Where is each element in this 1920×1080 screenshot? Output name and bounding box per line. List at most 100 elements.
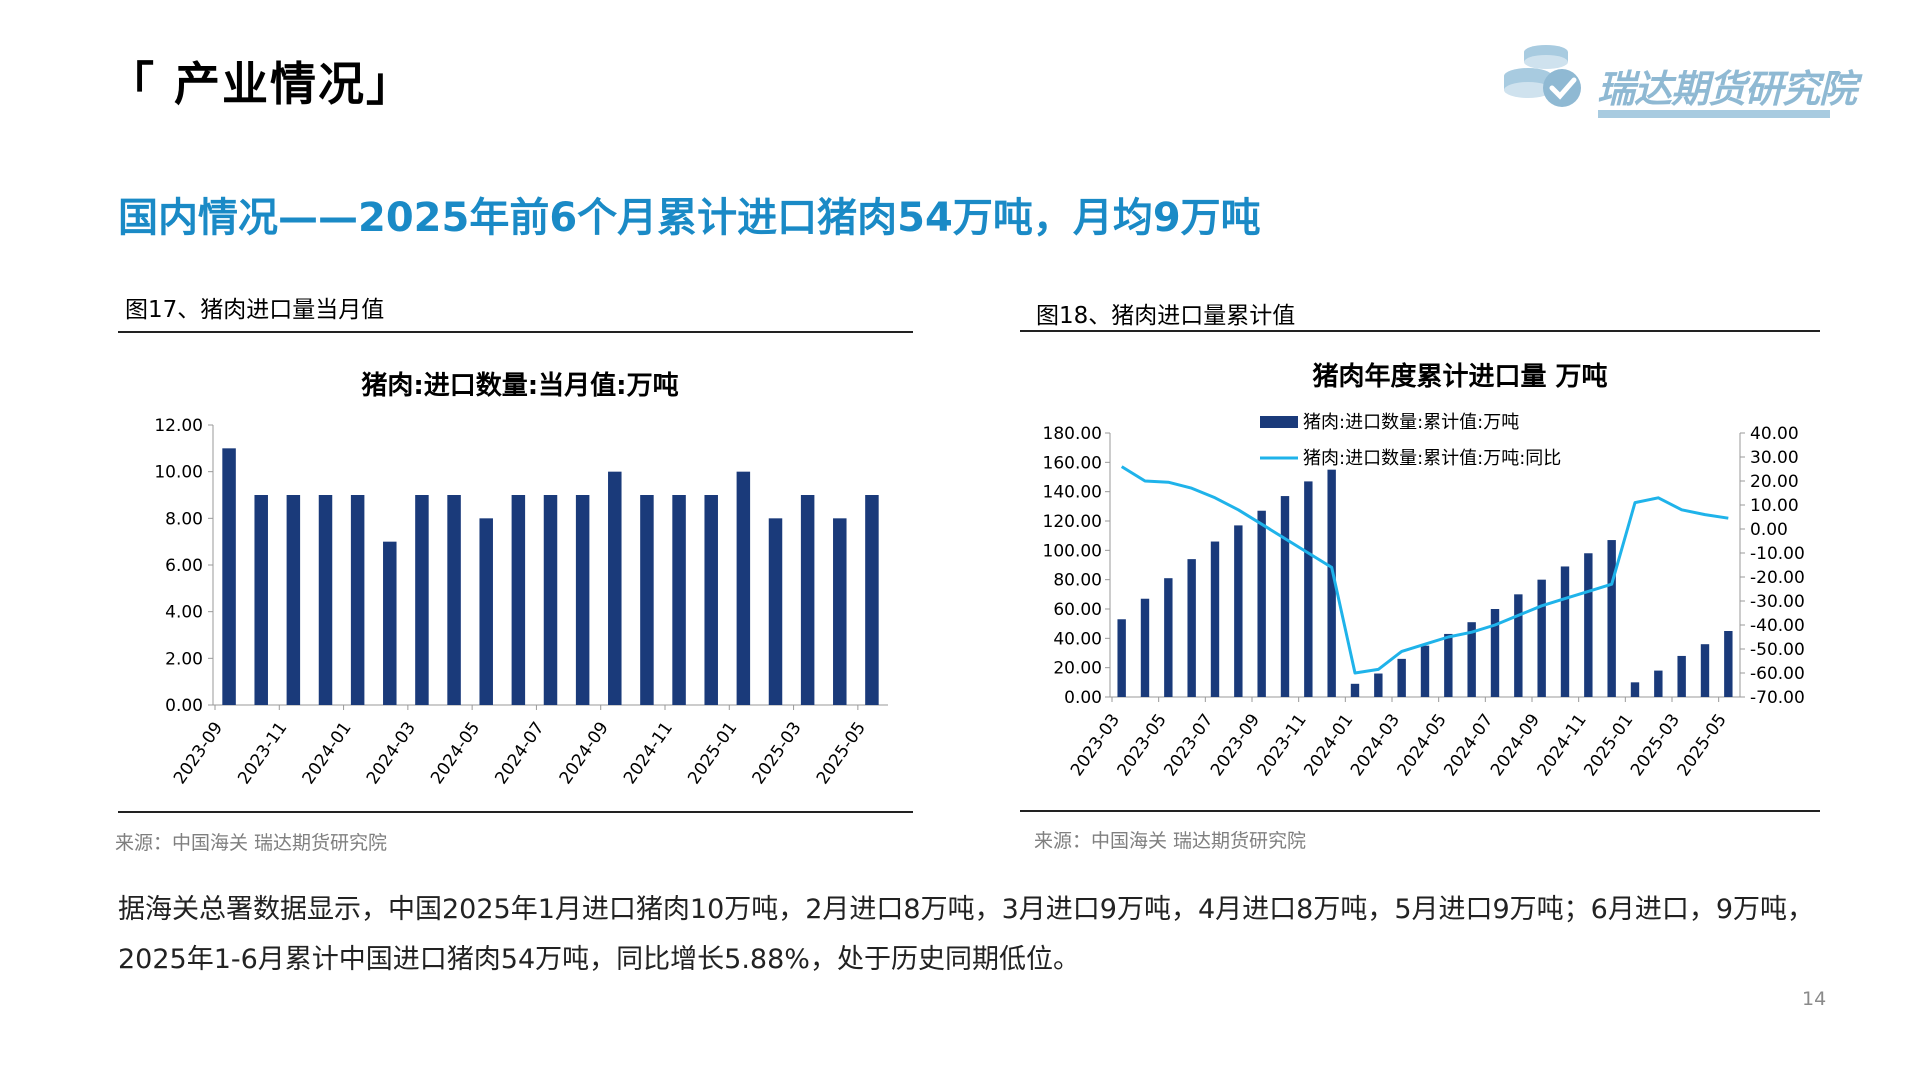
chart18-bar [1467, 622, 1476, 697]
chart17-x-tick-label: 2024-01 [299, 718, 356, 788]
chart18-bar [1724, 631, 1733, 697]
chart18-right-tick-label: 10.00 [1750, 496, 1799, 516]
chart18-bar [1560, 566, 1570, 697]
chart17-bar [415, 495, 429, 705]
chart17-bar [222, 448, 236, 705]
chart18-bar [1537, 579, 1546, 697]
figure18-source: 来源：中国海关 瑞达期货研究院 [1034, 830, 1307, 852]
chart17-bar [350, 495, 365, 705]
chart17-bar [254, 495, 268, 705]
chart17-bar [865, 495, 879, 705]
chart18-left-tick-label: 100.00 [1043, 541, 1102, 561]
chart17-x-tick-label: 2024-03 [363, 718, 420, 788]
chart18-bar [1117, 619, 1126, 697]
logo-coins-icon [1504, 45, 1581, 107]
chart18-right-tick-label: 20.00 [1750, 472, 1799, 492]
chart18-bar [1420, 645, 1430, 697]
logo-text: 瑞达期货研究院 [1597, 67, 1857, 111]
chart18-bar [1677, 655, 1686, 697]
chart17-y-tick-label: 12.00 [154, 416, 203, 436]
chart18-bar [1257, 510, 1266, 697]
chart17-bar [640, 495, 654, 705]
chart18-legend-bar-swatch [1260, 416, 1298, 428]
chart18-right-tick-label: -10.00 [1750, 544, 1805, 564]
chart17-x-tick-label: 2023-11 [234, 718, 291, 788]
chart18-right-tick-label: 0.00 [1750, 520, 1788, 540]
chart17-bar [383, 541, 397, 705]
chart17-bar [543, 495, 558, 705]
chart17-bar [447, 495, 461, 705]
chart18-left-tick-label: 40.00 [1053, 629, 1102, 649]
headline: 国内情况——2025年前6个月累计进口猪肉54万吨，月均9万吨 [118, 195, 1261, 241]
chart18-left-tick-label: 160.00 [1043, 453, 1102, 473]
chart18-bar [1654, 670, 1663, 697]
figure17-top-rule [118, 331, 913, 333]
chart18-left-tick-label: 140.00 [1043, 483, 1102, 503]
chart17-y-tick-label: 0.00 [165, 696, 203, 716]
chart17-bar [608, 471, 622, 705]
chart17-y-tick-label: 4.00 [165, 603, 203, 623]
chart17-x-tick-label: 2025-01 [684, 718, 741, 788]
chart18-legend-line-label: 猪肉:进口数量:累计值:万吨:同比 [1303, 448, 1561, 469]
chart18-bar [1444, 633, 1453, 697]
chart17-bar [800, 495, 815, 705]
chart18-bar [1280, 496, 1290, 697]
chart17-x-tick-label: 2025-03 [749, 718, 806, 788]
chart17-y-tick-label: 10.00 [154, 463, 203, 483]
chart17-bar [768, 518, 783, 705]
chart18-legend-bar-label: 猪肉:进口数量:累计值:万吨 [1303, 412, 1519, 433]
chart18-left-tick-label: 180.00 [1043, 424, 1102, 444]
chart18-bar [1397, 658, 1406, 697]
chart18-bar [1700, 644, 1710, 697]
logo-underline [1598, 110, 1830, 118]
chart18-bar [1164, 578, 1173, 697]
chart18-bar [1607, 540, 1616, 697]
chart17-title: 猪肉:进口数量:当月值:万吨 [361, 371, 679, 401]
chart18-right-tick-label: 40.00 [1750, 424, 1799, 444]
chart17-bar [672, 495, 686, 705]
chart18-yoy-line [1120, 465, 1729, 675]
chart18-bar [1584, 553, 1593, 697]
chart18-bar [1630, 682, 1640, 697]
chart17-bar [704, 495, 718, 705]
section-title: 「 产业情况」 [108, 57, 415, 111]
chart18-left-tick-label: 120.00 [1043, 512, 1102, 532]
chart17-y-tick-label: 6.00 [165, 556, 203, 576]
chart18-right-tick-label: -50.00 [1750, 640, 1805, 660]
chart18-bar [1514, 594, 1523, 697]
chart18-right-tick-label: -60.00 [1750, 664, 1805, 684]
chart18-left-tick-label: 0.00 [1064, 688, 1102, 708]
chart18-right-tick-label: -30.00 [1750, 592, 1805, 612]
chart17-bar [479, 518, 493, 705]
chart18-left-tick-label: 20.00 [1053, 659, 1102, 679]
chart18-bar [1350, 683, 1360, 697]
chart17-bar [736, 471, 751, 705]
chart18-bar [1140, 598, 1150, 697]
chart17-x-tick-label: 2024-09 [556, 718, 613, 788]
page-number: 14 [1802, 988, 1827, 1010]
chart17-bar [286, 495, 301, 705]
figure17-bottom-rule [118, 811, 913, 813]
chart18-bar [1210, 541, 1220, 697]
chart17-bar [575, 495, 590, 705]
chart18-bar [1234, 525, 1243, 697]
chart18-left-tick-label: 60.00 [1053, 600, 1102, 620]
chart18-bar [1187, 559, 1196, 697]
figure17-caption: 图17、猪肉进口量当月值 [125, 297, 385, 323]
figure18-caption: 图18、猪肉进口量累计值 [1036, 303, 1296, 329]
chart18-bar [1374, 673, 1383, 697]
chart17-bar [318, 495, 333, 705]
body-paragraph: 据海关总署数据显示，中国2025年1月进口猪肉10万吨，2月进口8万吨，3月进口… [118, 894, 1815, 975]
chart18-left-tick-label: 80.00 [1053, 571, 1102, 591]
chart17-bar [833, 518, 847, 705]
chart18: 0.00 20.00 40.00 60.00 80.00 100.00 120.00 140.… [1043, 412, 1805, 780]
chart17-y-tick-label: 2.00 [165, 649, 203, 669]
chart18-right-tick-label: 30.00 [1750, 448, 1799, 468]
chart18-bar [1490, 609, 1500, 697]
chart18-bar [1304, 481, 1313, 697]
chart17-x-tick-label: 2023-09 [170, 718, 227, 788]
chart18-title: 猪肉年度累计进口量 万吨 [1312, 362, 1608, 392]
chart18-right-tick-label: -20.00 [1750, 568, 1805, 588]
chart18-right-tick-label: -40.00 [1750, 616, 1805, 636]
